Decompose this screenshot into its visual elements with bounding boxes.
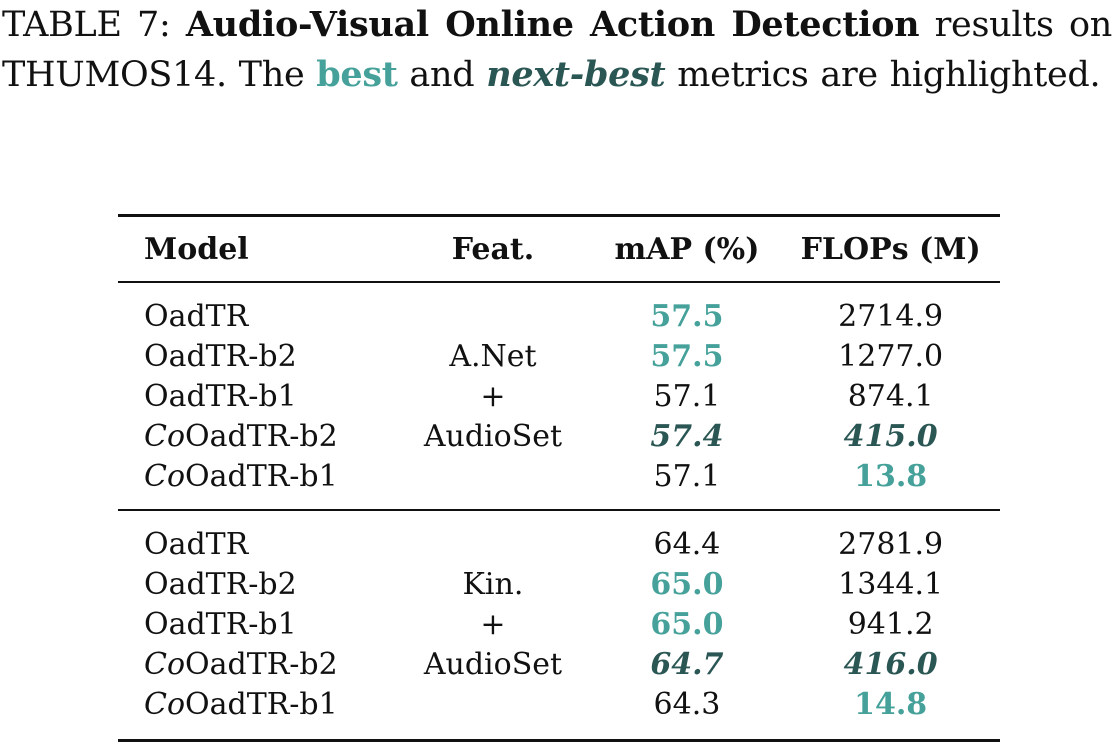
header-feat: Feat. — [451, 231, 535, 267]
cell-feature: A.Net — [449, 339, 537, 374]
cell-flops: 415.0 — [843, 419, 938, 454]
cell-model: CoOadTR-b1 — [118, 457, 393, 510]
table-caption: TABLE 7: Audio-Visual Online Action Dete… — [2, 0, 1112, 100]
cell-feature — [393, 282, 592, 337]
results-table-wrapper: Model Feat. mAP (%) FLOPs (M) OadTR 57.5 2… — [118, 214, 1000, 742]
results-table: Model Feat. mAP (%) FLOPs (M) OadTR 57.5 2… — [118, 214, 1000, 742]
table-row: CoOadTR-b1 64.3 14.8 — [118, 685, 1000, 741]
model-name: OadTR-b1 — [144, 379, 297, 414]
table-row: CoOadTR-b1 57.1 13.8 — [118, 457, 1000, 510]
caption-middle: results on THUMOS14. The — [2, 5, 1112, 95]
cell-map: 65.0 — [650, 567, 724, 602]
cell-flops: 2781.9 — [838, 527, 944, 562]
cell-map: 65.0 — [650, 607, 724, 642]
cell-map: 57.5 — [650, 299, 724, 334]
cell-feature: AudioSet — [423, 419, 563, 454]
cell-map: 64.7 — [650, 647, 724, 682]
model-name: OadTR — [144, 299, 249, 334]
model-name: OadTR-b2 — [185, 419, 338, 454]
table-row: OadTR 57.5 2714.9 — [118, 282, 1000, 337]
model-name: OadTR-b1 — [185, 459, 338, 494]
caption-suffix: metrics are highlighted. — [665, 55, 1101, 95]
cell-feature: + — [480, 379, 506, 414]
model-name: OadTR-b2 — [144, 339, 297, 374]
cell-flops: 941.2 — [847, 607, 934, 642]
cell-model: OadTR-b2 — [118, 565, 393, 605]
table-row: OadTR-b1 +57.1 874.1 — [118, 377, 1000, 417]
table-row: CoOadTR-b2 AudioSet 64.7 416.0 — [118, 645, 1000, 685]
cell-model: OadTR — [118, 282, 393, 337]
cell-flops: 1344.1 — [838, 567, 944, 602]
cell-model: OadTR — [118, 510, 393, 565]
table-group-kinetics: OadTR 64.4 2781.9 OadTR-b2 Kin. 65.0 1344.1 Oad… — [118, 510, 1000, 741]
caption-prefix: TABLE 7: — [2, 5, 186, 45]
header-flops: FLOPs (M) — [800, 231, 981, 267]
cell-map: 57.5 — [650, 339, 724, 374]
cell-flops: 416.0 — [843, 647, 938, 682]
cell-map: 64.3 — [653, 687, 721, 722]
model-co-prefix: Co — [144, 459, 186, 494]
table-header: Model Feat. mAP (%) FLOPs (M) — [118, 215, 1000, 282]
cell-flops: 1277.0 — [838, 339, 944, 374]
model-name: OadTR-b2 — [185, 647, 338, 682]
header-row: Model Feat. mAP (%) FLOPs (M) — [118, 215, 1000, 282]
cell-flops: 2714.9 — [838, 299, 944, 334]
model-name: OadTR-b2 — [144, 567, 297, 602]
cell-model: CoOadTR-b2 — [118, 645, 393, 685]
model-name: OadTR — [144, 527, 249, 562]
cell-feature: Kin. — [462, 567, 524, 602]
table-group-anet: OadTR 57.5 2714.9 OadTR-b2 A.Net 57.5 1277.0 Oa… — [118, 282, 1000, 510]
cell-map: 57.1 — [653, 379, 721, 414]
header-map: mAP (%) — [614, 231, 760, 267]
table-row: OadTR 64.4 2781.9 — [118, 510, 1000, 565]
model-co-prefix: Co — [144, 687, 186, 722]
cell-flops: 13.8 — [854, 459, 928, 494]
cell-feature — [393, 510, 592, 565]
model-name: OadTR-b1 — [185, 687, 338, 722]
cell-map: 57.1 — [653, 459, 721, 494]
caption-and-word: and — [397, 55, 487, 95]
cell-flops: 14.8 — [854, 687, 928, 722]
table-row: OadTR-b2 Kin. 65.0 1344.1 — [118, 565, 1000, 605]
cell-model: OadTR-b1 — [118, 377, 393, 417]
cell-feature — [393, 457, 592, 510]
caption-next-best-word: next-best — [486, 54, 666, 95]
cell-feature: AudioSet — [423, 647, 563, 682]
table-row: CoOadTR-b2 AudioSet 57.4 415.0 — [118, 417, 1000, 457]
cell-model: CoOadTR-b1 — [118, 685, 393, 741]
caption-title: Audio-Visual Online Action Detection — [185, 4, 920, 45]
table-row: OadTR-b1 +65.0 941.2 — [118, 605, 1000, 645]
cell-model: OadTR-b2 — [118, 337, 393, 377]
cell-model: CoOadTR-b2 — [118, 417, 393, 457]
model-name: OadTR-b1 — [144, 607, 297, 642]
cell-map: 57.4 — [650, 419, 724, 454]
cell-feature: + — [480, 607, 506, 642]
cell-flops: 874.1 — [847, 379, 934, 414]
cell-feature — [393, 685, 592, 741]
cell-model: OadTR-b1 — [118, 605, 393, 645]
model-co-prefix: Co — [144, 647, 186, 682]
caption-best-word: best — [316, 54, 398, 95]
table-row: OadTR-b2 A.Net 57.5 1277.0 — [118, 337, 1000, 377]
header-model: Model — [144, 231, 249, 267]
model-co-prefix: Co — [144, 419, 186, 454]
cell-map: 64.4 — [653, 527, 721, 562]
